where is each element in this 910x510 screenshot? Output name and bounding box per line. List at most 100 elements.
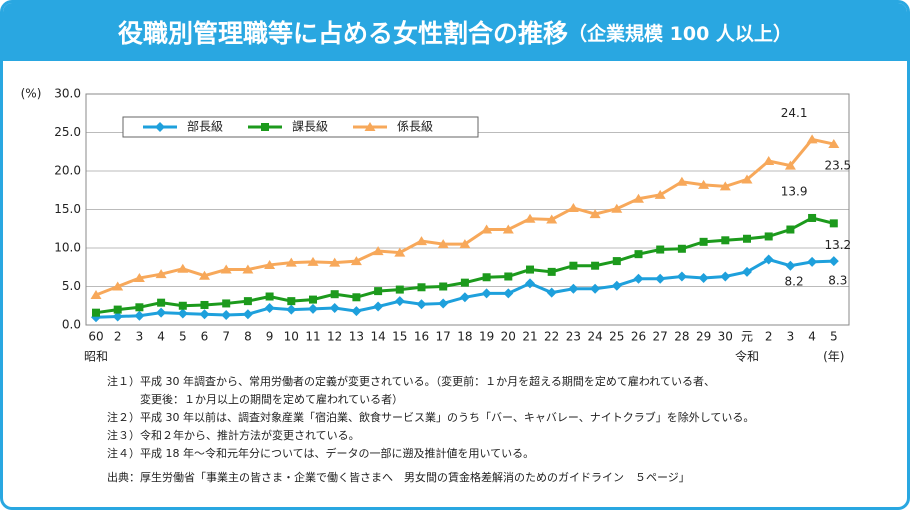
title: 役職別管理職等に占める女性割合の推移 — [118, 19, 569, 48]
marker — [633, 193, 644, 203]
marker — [199, 309, 210, 320]
series-line — [95, 137, 835, 297]
legend-marker — [364, 122, 376, 131]
legend-label: 係長級 — [397, 120, 433, 134]
legend-marker — [261, 123, 269, 131]
y-tick-label: 10.0 — [54, 241, 81, 255]
legend-label: 部長級 — [187, 119, 223, 134]
marker — [243, 297, 252, 306]
note: 注３）令和２年から、推計方法が変更されている。 — [107, 429, 360, 442]
x-tick-label: 15 — [392, 330, 407, 344]
marker — [242, 309, 253, 320]
marker — [784, 160, 796, 170]
marker — [395, 285, 404, 294]
marker — [307, 256, 319, 266]
marker — [503, 288, 514, 299]
y-tick-label: 25.0 — [54, 125, 81, 139]
marker — [547, 267, 556, 276]
marker — [569, 261, 578, 270]
marker — [439, 282, 448, 291]
x-tick-label: 11 — [305, 330, 320, 344]
x-tick-label: 13 — [349, 330, 364, 344]
note: 注２）平成 30 年以前は、調査対象産業「宿泊業、飲食サービス業」のうち「バー、… — [107, 411, 755, 424]
marker — [741, 174, 753, 184]
marker — [91, 312, 101, 323]
marker — [611, 203, 623, 213]
x-tick-label: 4 — [808, 330, 816, 344]
data-label: 24.1 — [781, 106, 808, 120]
marker — [567, 202, 579, 212]
marker — [177, 308, 188, 319]
x-tick-label: 20 — [501, 330, 516, 344]
marker — [654, 189, 666, 199]
y-tick-label: 30.0 — [54, 87, 81, 101]
x-tick-label: 23 — [566, 330, 581, 344]
marker — [417, 283, 426, 292]
y-tick-label: 5.0 — [62, 279, 81, 293]
marker — [590, 283, 601, 294]
marker — [416, 299, 427, 310]
marker — [525, 278, 535, 289]
series — [91, 254, 839, 323]
note: 注１）平成 30 年調査から、常用労働者の定義が変更されている。（変更前：１か月… — [107, 375, 715, 388]
data-label: 23.5 — [824, 159, 851, 173]
marker — [438, 298, 449, 309]
marker — [698, 273, 709, 284]
marker — [199, 270, 210, 280]
x-tick-label: 60 — [88, 330, 103, 344]
x-tick-label: 5 — [830, 330, 838, 344]
marker — [372, 246, 384, 256]
legend-box — [122, 116, 479, 138]
marker — [221, 309, 232, 320]
x-tick-label: 14 — [370, 330, 385, 344]
marker — [113, 305, 122, 314]
marker — [133, 273, 145, 283]
marker — [504, 272, 513, 281]
marker — [699, 237, 708, 246]
marker — [698, 179, 710, 189]
data-label: 8.3 — [828, 274, 847, 288]
marker — [720, 271, 731, 282]
marker — [612, 257, 621, 266]
x-tick-label: 16 — [414, 330, 429, 344]
marker — [437, 239, 449, 249]
x-tick-label: 28 — [674, 330, 689, 344]
y-tick-label: 15.0 — [54, 202, 81, 216]
marker — [634, 250, 643, 259]
marker — [330, 290, 339, 299]
marker — [285, 257, 297, 267]
marker — [502, 224, 514, 234]
subtitle: （企業規模 100 人以上） — [568, 22, 792, 45]
marker — [135, 303, 144, 312]
era-label: 令和 — [735, 349, 759, 364]
marker — [177, 263, 189, 273]
marker — [481, 224, 493, 234]
marker — [808, 213, 817, 222]
marker — [112, 311, 123, 322]
marker — [394, 296, 405, 307]
x-tick-label: 7 — [222, 330, 230, 344]
marker — [460, 278, 469, 287]
x-tick-label: 10 — [284, 330, 299, 344]
marker — [308, 303, 318, 314]
marker — [546, 214, 558, 224]
x-tick-label: 27 — [653, 330, 668, 344]
x-tick-label: 17 — [436, 330, 451, 344]
marker — [786, 225, 795, 234]
marker — [677, 244, 686, 253]
y-label: (%) — [21, 87, 42, 101]
marker — [350, 256, 362, 266]
marker — [633, 273, 644, 284]
data-label: 13.9 — [781, 184, 808, 198]
marker — [482, 273, 491, 282]
series — [90, 134, 840, 299]
source: 出典：厚生労働省「事業主の皆さま・企業で働く皆さまへ 男女間の賃金格差解消のため… — [107, 471, 690, 484]
marker — [742, 266, 752, 277]
marker — [459, 239, 471, 249]
legend-label: 課長級 — [292, 119, 328, 134]
notes: 注１）平成 30 年調査から、常用労働者の定義が変更されている。（変更前：１か月… — [107, 373, 754, 487]
marker — [656, 245, 665, 254]
marker — [591, 261, 600, 270]
y-tick-label: 0.0 — [62, 318, 81, 332]
